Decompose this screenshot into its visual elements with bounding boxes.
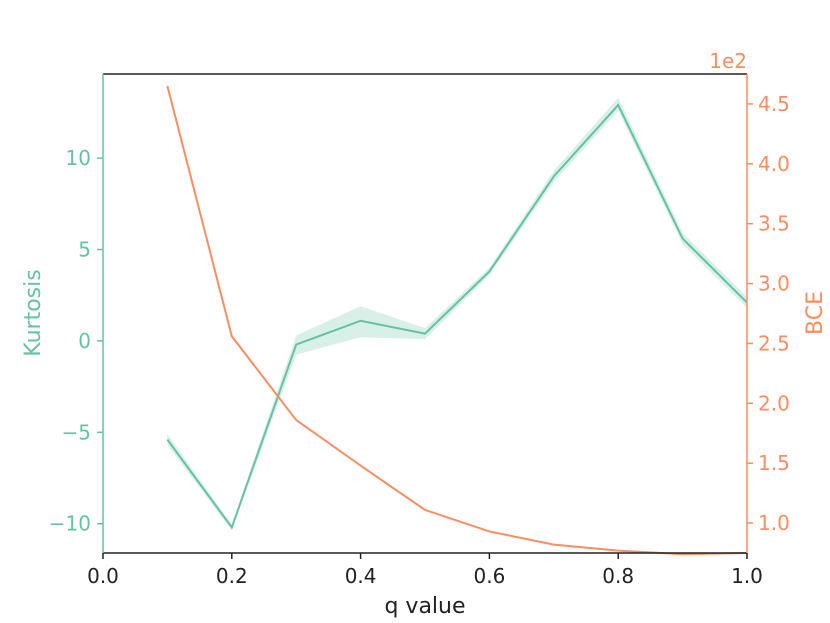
left-y-tick-label: −10 [49, 512, 91, 536]
right-y-tick-label: 3.5 [758, 212, 790, 236]
right-y-axis-ticks: 1.0 1.5 2.0 2.5 3.0 3.5 4.0 4.5 [747, 92, 790, 535]
right-y-tick-label: 2.0 [758, 391, 790, 415]
right-axis-multiplier: 1e2 [709, 49, 747, 73]
left-y-tick-label: 5 [78, 238, 91, 262]
x-tick-label: 0.4 [345, 564, 377, 588]
left-y-tick-label: 10 [66, 146, 91, 170]
x-tick-label: 0.2 [216, 564, 248, 588]
right-y-tick-label: 4.0 [758, 152, 790, 176]
right-y-tick-label: 2.5 [758, 331, 790, 355]
right-y-tick-label: 1.5 [758, 451, 790, 475]
kurtosis-line [166, 103, 748, 530]
left-y-tick-label: 0 [78, 329, 91, 353]
right-y-tick-label: 4.5 [758, 92, 790, 116]
x-axis-ticks: 0.0 0.2 0.4 0.6 0.8 1.0 [87, 553, 763, 588]
right-y-tick-label: 3.0 [758, 272, 790, 296]
x-tick-label: 0.8 [602, 564, 634, 588]
x-axis-label: q value [384, 594, 465, 619]
x-tick-label: 0.6 [473, 564, 505, 588]
left-y-axis-label: Kurtosis [21, 269, 46, 356]
left-y-axis-ticks: −10 −5 0 5 10 [49, 146, 103, 536]
right-y-axis-label: BCE [803, 291, 828, 335]
x-tick-label: 0.0 [87, 564, 119, 588]
right-y-tick-label: 1.0 [758, 511, 790, 535]
left-y-tick-label: −5 [62, 420, 91, 444]
x-tick-label: 1.0 [731, 564, 763, 588]
